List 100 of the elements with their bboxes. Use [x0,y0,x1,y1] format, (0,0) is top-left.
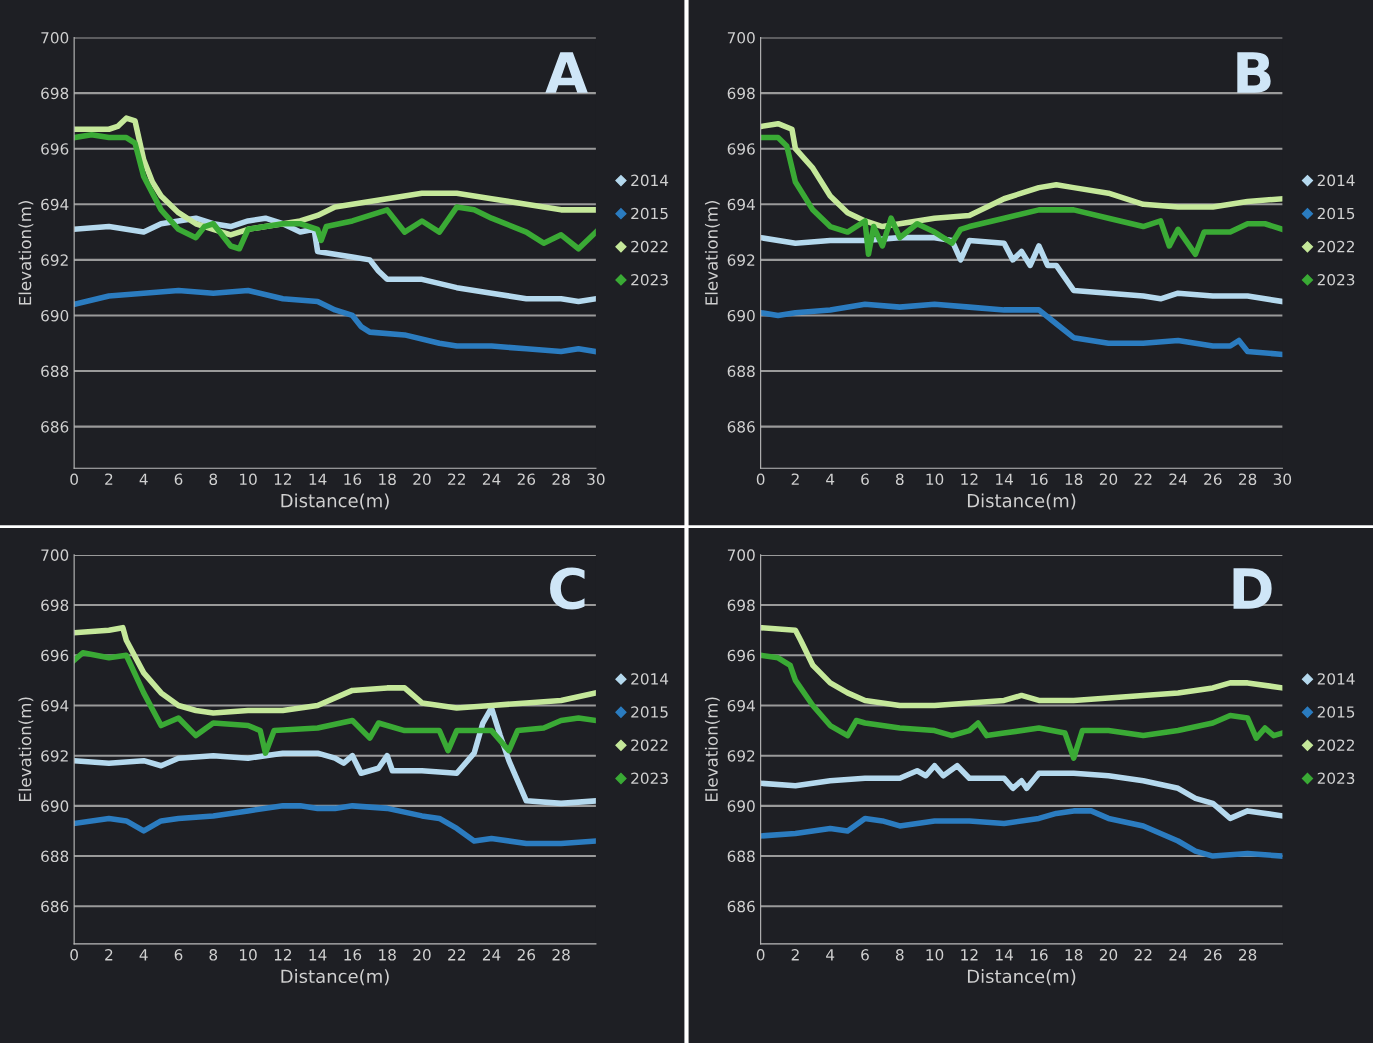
legend-label: 2023 [1317,772,1355,785]
legend-label: 2014 [1317,174,1355,187]
legend-label: 2015 [631,706,668,718]
y-tick-label: 686 [727,421,755,433]
y-tick-label: 700 [727,32,755,44]
y-tick-label: 690 [727,309,755,322]
x-tick-label: 20 [413,473,431,485]
x-tick-label: 16 [344,473,362,485]
x-tick-label: 16 [1030,949,1048,961]
y-tick-label: 688 [41,850,69,863]
y-tick-label: 700 [727,549,755,561]
y-tick-label: 686 [41,421,69,433]
annotation: C [550,567,585,610]
x-tick-label: 18 [379,949,396,961]
x-tick-label: 26 [1204,473,1222,485]
legend-label: 2015 [631,207,668,220]
legend-label: 2014 [1317,673,1355,685]
x-tick-label: 26 [517,473,536,485]
x-tick-label: 14 [309,473,327,485]
x-axis-title: Distance(m) [281,493,389,510]
legend-label: 2014 [631,174,669,187]
x-tick-label: 2 [791,473,799,485]
x-tick-label: 6 [174,473,183,485]
x-tick-label: 6 [861,949,869,961]
x-tick-label: 30 [587,473,605,485]
x-tick-label: 20 [1099,949,1118,961]
x-tick-label: 16 [344,949,362,961]
x-tick-label: 4 [139,473,148,485]
y-tick-label: 694 [41,198,69,211]
y-tick-label: 696 [41,143,69,155]
y-axis-title: Elevation(m) [18,201,34,305]
x-axis-title: Distance(m) [967,969,1076,986]
legend-label: 2022 [1317,240,1354,253]
x-tick-label: 14 [996,949,1013,961]
x-tick-label: 28 [1239,949,1257,961]
legend-label: 2022 [631,739,668,751]
x-tick-label: 14 [996,473,1013,485]
annotation: A [545,52,588,93]
legend-label: 2022 [1317,739,1354,751]
legend-label: 2015 [1317,706,1355,718]
y-tick-label: 696 [41,649,69,662]
y-tick-label: 690 [41,309,69,322]
y-tick-label: 688 [41,365,69,378]
x-tick-label: 8 [209,473,218,485]
y-tick-label: 698 [727,599,755,612]
x-tick-label: 8 [895,473,904,485]
x-tick-label: 6 [861,473,869,485]
y-tick-label: 698 [41,599,69,612]
y-tick-label: 700 [41,32,69,44]
y-tick-label: 692 [41,750,68,762]
x-tick-label: 4 [826,473,835,485]
x-tick-label: 20 [1099,473,1118,485]
x-tick-label: 26 [1204,949,1222,961]
x-tick-label: 8 [209,949,218,961]
x-tick-label: 24 [1169,473,1187,485]
y-tick-label: 694 [727,699,755,712]
x-tick-label: 12 [274,949,292,961]
legend-label: 2023 [1317,273,1355,286]
legend-label: 2014 [631,673,669,685]
y-axis-title: Elevation(m) [704,697,720,802]
y-tick-label: 696 [727,649,755,662]
x-axis-title: Distance(m) [967,493,1076,510]
x-tick-label: 6 [174,949,183,961]
x-tick-label: 28 [552,949,570,961]
y-tick-label: 700 [41,549,69,561]
x-tick-label: 28 [1239,473,1257,485]
x-tick-label: 2 [791,949,799,961]
x-tick-label: 12 [961,949,978,961]
x-tick-label: 16 [1030,473,1048,485]
x-tick-label: 0 [756,473,765,485]
y-tick-label: 696 [727,143,755,155]
x-tick-label: 4 [139,949,148,961]
x-tick-label: 10 [240,473,257,485]
x-tick-label: 22 [448,949,465,961]
x-tick-label: 22 [1134,473,1152,485]
y-tick-label: 694 [41,699,69,712]
x-tick-label: 0 [70,949,78,961]
x-tick-label: 24 [1169,949,1187,961]
x-tick-label: 18 [379,473,396,485]
y-tick-label: 694 [727,198,755,211]
x-tick-label: 24 [482,949,501,961]
x-tick-label: 26 [517,949,536,961]
y-tick-label: 692 [727,750,755,762]
y-tick-label: 698 [41,87,69,100]
y-tick-label: 690 [727,800,755,812]
x-tick-label: 8 [895,949,904,961]
x-tick-label: 28 [552,473,570,485]
x-tick-label: 20 [413,949,431,961]
x-tick-label: 22 [1134,949,1152,961]
annotation: D [1233,568,1272,609]
legend-label: 2023 [631,273,668,286]
y-tick-label: 688 [727,850,755,863]
y-tick-label: 690 [41,800,69,812]
x-tick-label: 24 [482,473,501,485]
x-tick-label: 10 [926,473,944,485]
x-tick-label: 2 [105,473,113,485]
legend-label: 2022 [631,240,668,253]
y-tick-label: 688 [727,365,755,378]
x-tick-label: 12 [961,473,978,485]
y-axis-title: Elevation(m) [18,697,34,802]
